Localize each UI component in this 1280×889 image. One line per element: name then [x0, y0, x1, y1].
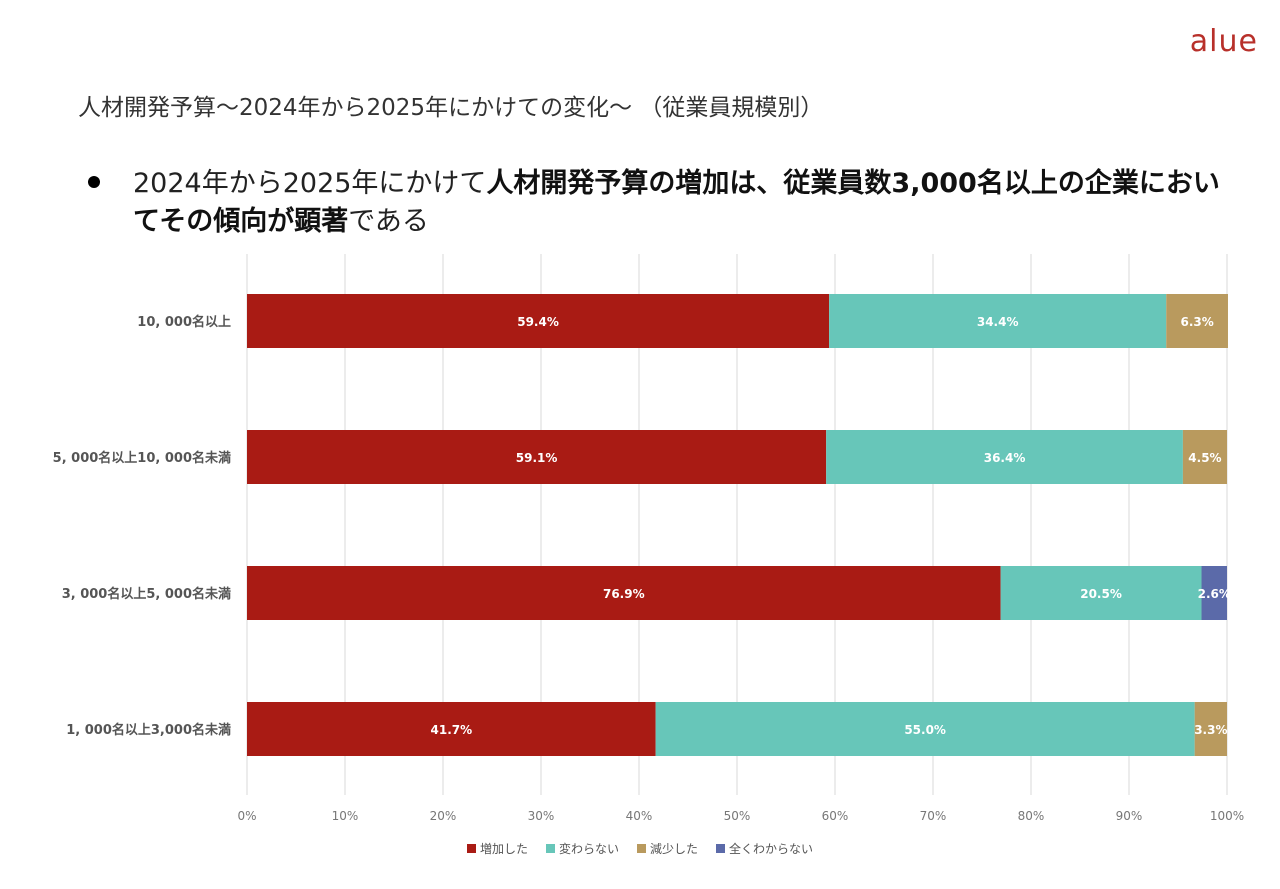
x-tick-label: 0% [237, 809, 256, 823]
bar-segment [247, 294, 830, 348]
bar-segment [1182, 430, 1227, 484]
category-label: 10, 000名以上 [137, 314, 231, 330]
x-tick-label: 10% [332, 809, 359, 823]
legend-label: 増加した [479, 842, 528, 856]
legend-item: 増加した [466, 840, 528, 857]
page-title: 人材開発予算～2024年から2025年にかけての変化～ （従業員規模別） [78, 95, 824, 121]
x-tick-label: 20% [430, 809, 457, 823]
bar-segment [247, 430, 827, 484]
bar-segment [247, 702, 656, 756]
x-tick-label: 40% [626, 809, 653, 823]
legend-swatch [545, 844, 555, 853]
legend-item: 減少した [637, 840, 698, 857]
x-tick-label: 60% [822, 809, 849, 823]
bullet-point [88, 176, 100, 188]
legend-swatch [716, 844, 726, 853]
data-label: 2.6% [1198, 587, 1231, 601]
bar-segment [1000, 566, 1202, 620]
legend-swatch [637, 844, 646, 853]
legend-label: 変わらない [558, 842, 619, 856]
legend-item: 変わらない [545, 840, 619, 857]
chart-legend: 増加した 変わらない 減少した 全くわからない [0, 840, 1280, 857]
data-label: 3.3% [1194, 723, 1227, 737]
data-label: 55.0% [904, 723, 946, 737]
bar-segment [1201, 566, 1227, 620]
data-label: 41.7% [431, 723, 473, 737]
legend-swatch [466, 844, 476, 853]
data-label: 59.1% [516, 451, 558, 465]
headline-bold: 人材開発予算の増加は、従業員数3,000名以上の企業においてその傾向が顕著 [133, 168, 1220, 237]
x-tick-label: 90% [1116, 809, 1143, 823]
x-tick-label: 100% [1210, 809, 1244, 823]
data-label: 34.4% [977, 315, 1019, 329]
headline-part2: である [348, 206, 429, 237]
bar-segment [1166, 294, 1228, 348]
bar-segment [655, 702, 1195, 756]
x-tick-label: 50% [724, 809, 751, 823]
data-label: 6.3% [1180, 315, 1213, 329]
stacked-bar-chart: 0% 10% 20% 30% 40% 50% 60% 70% 80% 90% 100% 10, 000… [53, 254, 1244, 823]
x-tick-label: 70% [920, 809, 947, 823]
bar-segment [247, 566, 1001, 620]
category-label: 3, 000名以上5, 000名未満 [62, 586, 231, 602]
legend-label: 全くわからない [729, 842, 814, 856]
category-label: 1, 000名以上3,000名未満 [66, 722, 231, 738]
data-label: 36.4% [984, 451, 1026, 465]
data-label: 59.4% [517, 315, 559, 329]
bar-segment [826, 430, 1183, 484]
data-label: 20.5% [1080, 587, 1122, 601]
category-label: 5, 000名以上10, 000名未満 [53, 450, 231, 466]
data-label: 76.9% [603, 587, 645, 601]
bar-segment [1194, 702, 1227, 756]
headline-part1: 2024年から2025年にかけて [133, 168, 487, 199]
legend-label: 減少した [650, 842, 699, 856]
bar-segment [829, 294, 1167, 348]
data-label: 4.5% [1188, 451, 1221, 465]
brand-logo: alue [1189, 24, 1258, 59]
headline: 2024年から2025年にかけて人材開発予算の増加は、従業員数3,000名以上の… [133, 165, 1243, 241]
x-tick-label: 80% [1018, 809, 1045, 823]
x-tick-label: 30% [528, 809, 555, 823]
legend-item: 全くわからない [716, 840, 813, 857]
